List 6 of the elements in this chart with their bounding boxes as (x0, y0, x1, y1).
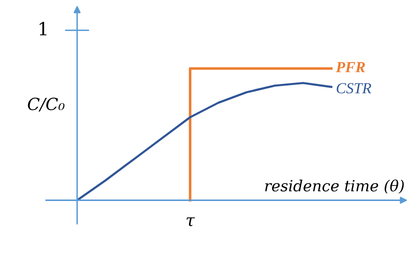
series-label: CSTR (336, 83, 372, 94)
series-label: PFR (336, 62, 365, 72)
text: 1 (40, 22, 46, 36)
y-axis-title: C/C₀ (28, 98, 64, 112)
x-axis-title: residence time (θ) (265, 180, 404, 194)
text: τ (186, 217, 195, 226)
